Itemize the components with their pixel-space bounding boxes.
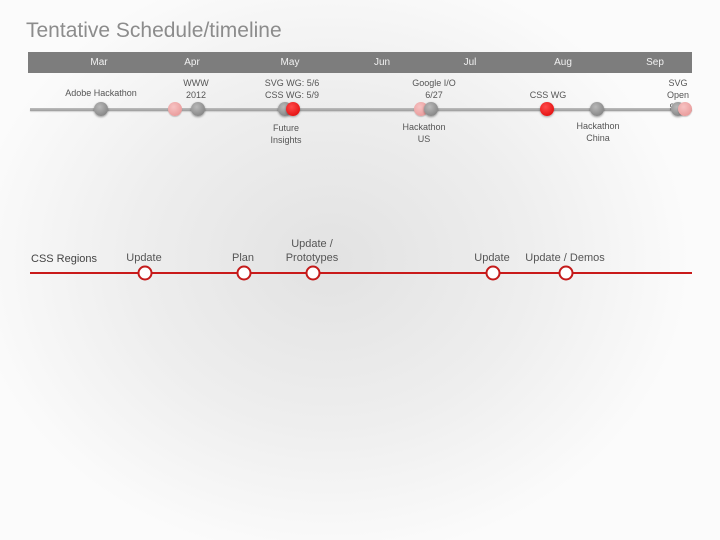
adobe-hackathon-dot — [94, 102, 108, 116]
event-label-www-2012: WWW 2012 — [183, 78, 209, 100]
month-sep: Sep — [646, 57, 664, 68]
event-label-svg-css-wg: SVG WG: 5/6 CSS WG: 5/9 — [264, 78, 320, 100]
event-label-hackathon-us: Hackathon US — [402, 122, 446, 144]
events-timeline-track — [30, 108, 692, 111]
milestone-update-demos-marker — [558, 265, 574, 281]
milestone-plan-marker — [236, 265, 252, 281]
google-io-dot — [424, 102, 438, 116]
hackathon-china-dot — [590, 102, 604, 116]
milestone-label-update-prototypes: Update / Prototypes — [285, 238, 339, 264]
www-2012-dot — [191, 102, 205, 116]
event-dot-pink-apr — [168, 102, 182, 116]
milestone-label-plan: Plan — [231, 252, 255, 264]
milestone-label-update-2: Update — [474, 252, 510, 264]
milestone-label-update-1: Update — [126, 252, 162, 264]
milestone-update-1-marker — [137, 265, 153, 281]
event-dot-pink-sep — [678, 102, 692, 116]
month-mar: Mar — [90, 57, 108, 68]
month-apr: Apr — [184, 57, 200, 68]
month-jun: Jun — [373, 57, 391, 68]
month-jul: Jul — [463, 57, 477, 68]
css-wg-dot — [540, 102, 554, 116]
event-label-google-io: Google I/O 6/27 — [412, 78, 456, 100]
milestone-label-update-demos: Update / Demos — [525, 252, 605, 264]
milestone-update-prototypes-marker — [305, 265, 321, 281]
event-label-css-wg: CSS WG — [529, 90, 567, 100]
month-header-bar: Mar Apr May Jun Jul Aug Sep — [28, 52, 692, 73]
css-regions-timeline-track — [30, 272, 692, 274]
event-label-hackathon-china: Hackathon China — [576, 121, 620, 143]
milestone-update-2-marker — [485, 265, 501, 281]
month-aug: Aug — [554, 57, 572, 68]
future-insights-dot — [286, 102, 300, 116]
css-regions-track-label: CSS Regions — [31, 253, 98, 265]
month-may: May — [280, 57, 300, 68]
event-label-adobe-hackathon: Adobe Hackathon — [65, 88, 137, 98]
event-label-future-insights: Future Insights — [270, 123, 302, 145]
slide-title: Tentative Schedule/timeline — [26, 19, 282, 42]
